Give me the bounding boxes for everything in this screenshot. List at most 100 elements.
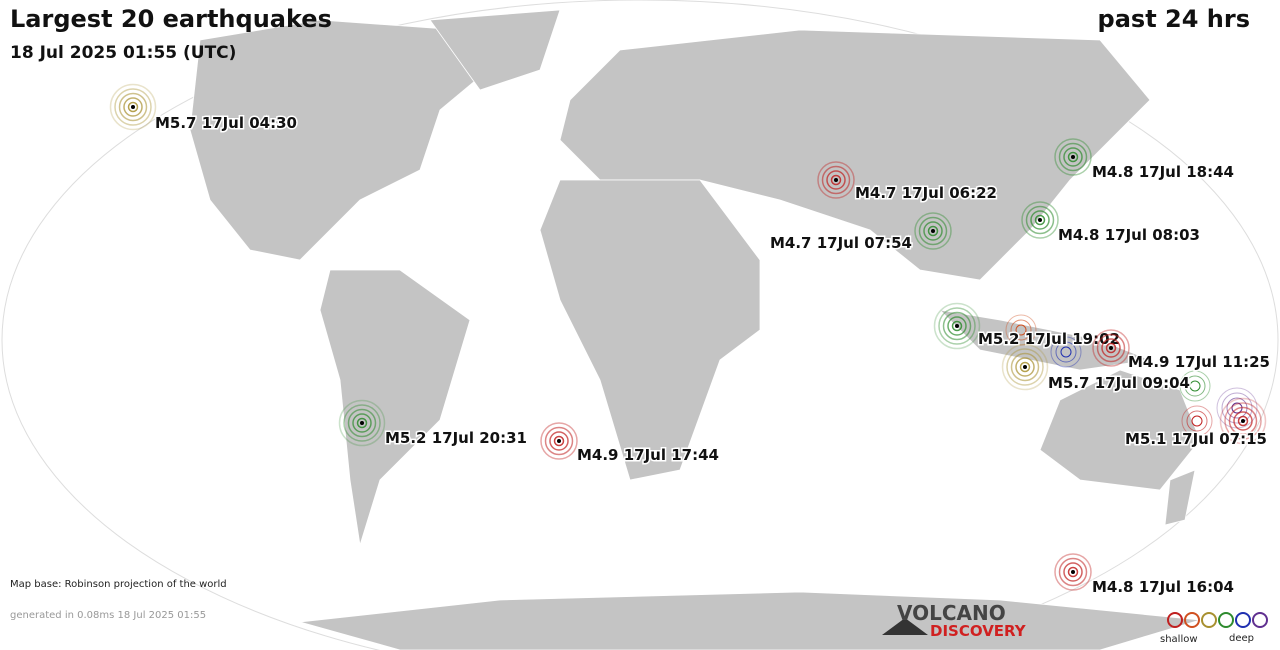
quake-label: M4.8 17Jul 16:04 <box>1092 578 1234 596</box>
ring <box>549 431 569 451</box>
logo-icon <box>882 618 928 635</box>
ring <box>817 161 855 199</box>
ring <box>1105 342 1117 354</box>
quake-marker <box>109 83 157 131</box>
ring <box>109 83 157 131</box>
ring <box>1010 352 1040 382</box>
center <box>955 324 959 328</box>
quake-marker <box>338 399 386 447</box>
ring <box>1006 348 1044 386</box>
center <box>834 178 838 182</box>
period: past 24 hrs <box>1098 5 1250 33</box>
quake-label: M5.2 17Jul 20:31 <box>385 429 527 447</box>
quake-marker <box>914 212 952 250</box>
quake-label: M5.2 17Jul 19:02 <box>978 330 1120 348</box>
ring <box>826 170 846 190</box>
ring <box>942 311 972 341</box>
quake-marker <box>1092 329 1130 367</box>
center <box>1241 419 1245 423</box>
quake-label: M4.7 17Jul 07:54 <box>770 234 912 252</box>
ring <box>1054 138 1092 176</box>
ring <box>1030 210 1050 230</box>
ring <box>127 101 139 113</box>
quake-marker <box>933 302 981 350</box>
ring <box>1063 147 1083 167</box>
ring <box>352 413 372 433</box>
ring <box>1067 151 1079 163</box>
ring <box>1019 361 1031 373</box>
ring <box>1228 406 1258 436</box>
ring <box>118 92 148 122</box>
ring <box>1224 402 1262 440</box>
timestamp: 18 Jul 2025 01:55 (UTC) <box>10 43 236 63</box>
ring <box>1063 562 1083 582</box>
legend-shallow: shallow <box>1160 634 1198 645</box>
ring <box>821 165 851 195</box>
land <box>189 9 1201 650</box>
logo-bottom: DISCOVERY <box>930 622 1027 640</box>
ring <box>1058 557 1088 587</box>
ring <box>1054 553 1092 591</box>
logo-top: VOLCANO <box>897 601 1006 625</box>
ring <box>553 435 565 447</box>
center <box>931 229 935 233</box>
quake-marker <box>1021 201 1059 239</box>
ring <box>338 399 386 447</box>
ring <box>914 212 952 250</box>
ring <box>123 97 143 117</box>
ring <box>1096 333 1126 363</box>
quake-marker <box>817 161 855 199</box>
ring <box>1001 343 1049 391</box>
ring <box>1233 411 1253 431</box>
ring <box>343 404 381 442</box>
quake-marker <box>1001 343 1049 391</box>
ring <box>1058 142 1088 172</box>
quake-label: M4.9 17Jul 17:44 <box>577 446 719 464</box>
ring <box>1092 329 1130 367</box>
ring <box>1219 397 1267 445</box>
ring <box>1021 201 1059 239</box>
ring <box>1015 357 1035 377</box>
legend-deep: deep <box>1229 633 1254 644</box>
ring <box>951 320 963 332</box>
quake-marker <box>540 422 578 460</box>
center <box>1071 570 1075 574</box>
map-base: Map base: Robinson projection of the wor… <box>10 579 227 590</box>
ring <box>830 174 842 186</box>
center <box>360 421 364 425</box>
quake-label: M5.7 17Jul 04:30 <box>155 114 297 132</box>
generated: generated in 0.08ms 18 Jul 2025 01:55 <box>10 610 206 621</box>
ring <box>347 408 377 438</box>
quake-label: M5.7 17Jul 09:04 <box>1048 374 1190 392</box>
depth-legend <box>1167 612 1268 628</box>
ring <box>114 88 152 126</box>
center <box>1038 218 1042 222</box>
ring <box>356 417 368 429</box>
ring <box>544 426 574 456</box>
ring <box>933 302 981 350</box>
ring <box>1237 415 1249 427</box>
center <box>557 439 561 443</box>
ring <box>540 422 578 460</box>
quake-marker <box>1054 553 1092 591</box>
ring <box>927 225 939 237</box>
ring <box>1025 205 1055 235</box>
ring <box>923 221 943 241</box>
quake-marker <box>1219 397 1267 445</box>
quake-label: M4.8 17Jul 18:44 <box>1092 163 1234 181</box>
quake-marker <box>1054 138 1092 176</box>
center <box>1071 155 1075 159</box>
center <box>1023 365 1027 369</box>
ring <box>1034 214 1046 226</box>
ring <box>1101 338 1121 358</box>
quakes: M5.7 17Jul 04:30 M4.8 17Jul 18:44 M4.7 17J… <box>109 83 1271 598</box>
quake-label: M4.9 17Jul 11:25 <box>1128 353 1270 371</box>
ring <box>918 216 948 246</box>
title: Largest 20 earthquakes <box>10 5 332 33</box>
center <box>131 105 135 109</box>
ring <box>938 307 976 345</box>
ring <box>947 316 967 336</box>
center <box>1109 346 1113 350</box>
